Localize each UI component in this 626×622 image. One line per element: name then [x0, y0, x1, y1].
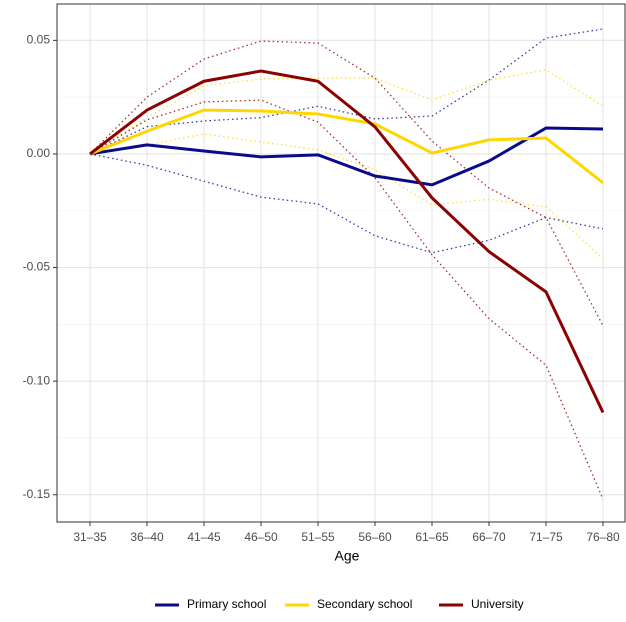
lower-bound-line	[89, 99, 604, 500]
legend-label: University	[471, 597, 524, 611]
x-tick-label: 66–70	[472, 530, 506, 544]
x-tick-label: 36–40	[130, 530, 164, 544]
x-tick-label: 56–60	[358, 530, 392, 544]
y-tick-label: -0.15	[23, 487, 51, 501]
y-tick-label: -0.05	[23, 260, 51, 274]
series-line	[89, 69, 605, 414]
x-axis-label: Age	[335, 548, 360, 564]
x-tick-label: 46–50	[244, 530, 278, 544]
x-tick-label: 31–35	[73, 530, 107, 544]
x-tick-label: 76–80	[586, 530, 620, 544]
upper-bound-line	[89, 69, 604, 155]
plot-border	[56, 3, 626, 523]
lower-bound-line	[89, 153, 604, 254]
y-tick-label: -0.10	[23, 373, 51, 387]
x-tick-label: 61–65	[415, 530, 449, 544]
upper-bound-line	[89, 40, 604, 327]
series-line	[89, 108, 604, 184]
x-tick-label: 41–45	[187, 530, 221, 544]
legend-label: Primary school	[187, 597, 266, 611]
series-line	[89, 126, 604, 187]
legend-label: Secondary school	[317, 597, 412, 611]
x-tick-label: 51–55	[301, 530, 335, 544]
x-tick-label: 71–75	[529, 530, 563, 544]
lower-bound-line	[89, 133, 604, 259]
y-tick-label: 0.00	[27, 146, 51, 160]
y-tick-label: 0.05	[27, 33, 51, 47]
upper-bound-line	[89, 28, 604, 155]
